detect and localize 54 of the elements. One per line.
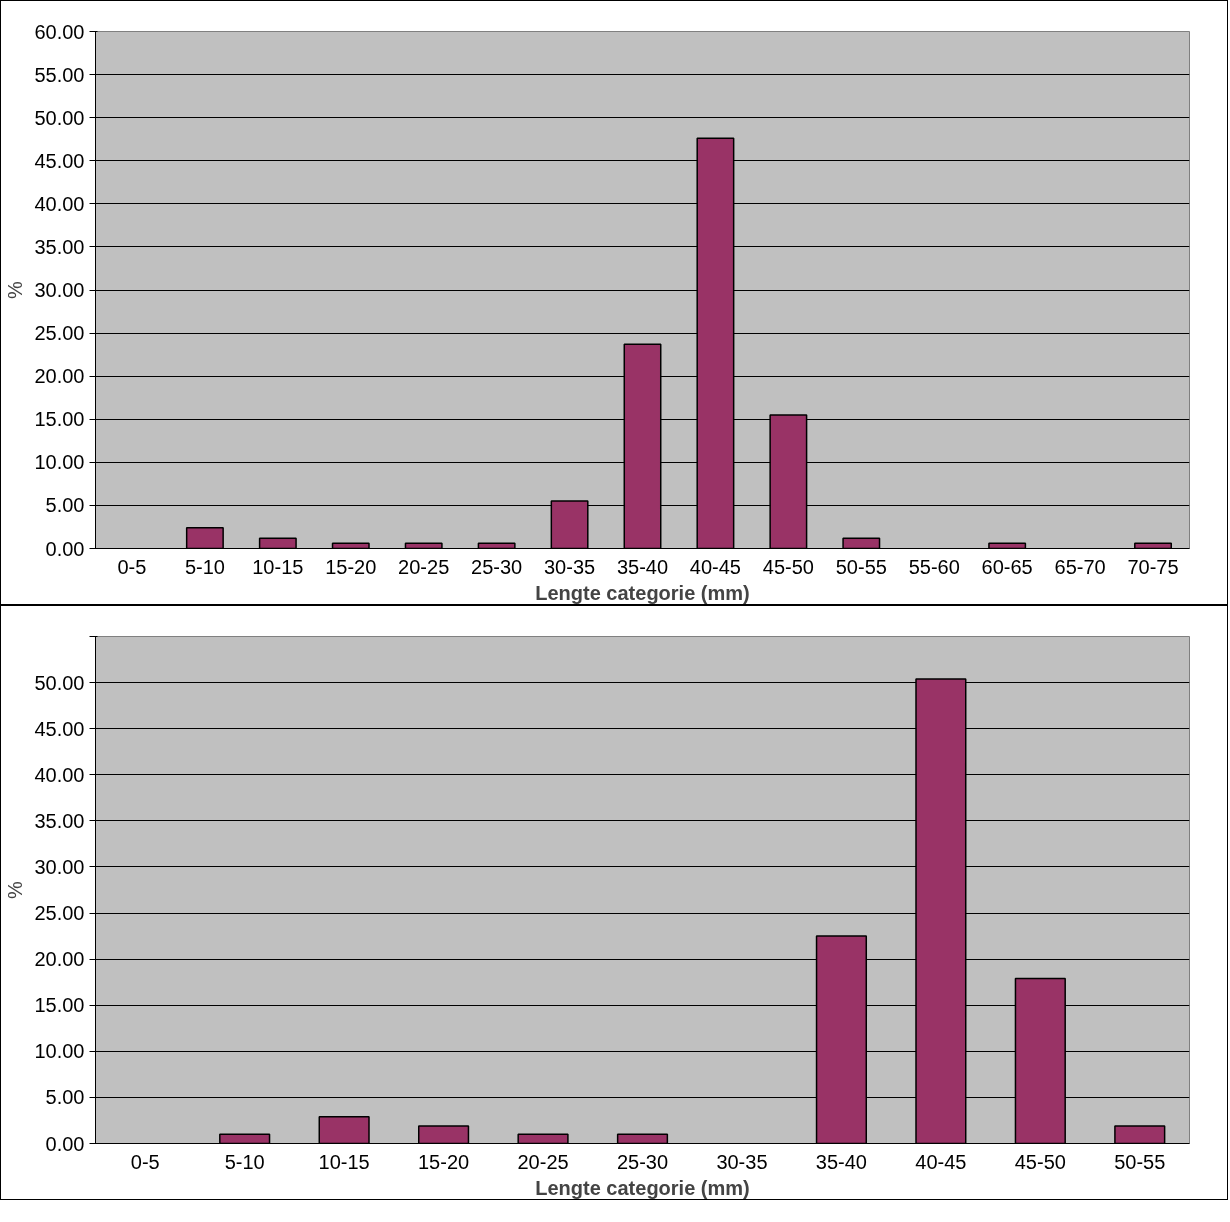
x-tick-label: 45-50 bbox=[1014, 1150, 1066, 1173]
y-tick-label: 25.00 bbox=[34, 322, 85, 345]
y-tick-label: 25.00 bbox=[34, 902, 85, 925]
x-tick-label: 70-75 bbox=[1127, 555, 1179, 578]
x-tick-label: 5-10 bbox=[224, 1150, 265, 1173]
x-tick-label: 35-40 bbox=[616, 555, 669, 578]
y-tick-label: 60.00 bbox=[34, 20, 85, 43]
x-tick-label: 20-25 bbox=[517, 1150, 569, 1173]
y-tick-label: 10.00 bbox=[34, 451, 85, 474]
y-tick-label: 35.00 bbox=[34, 235, 85, 258]
x-tick-label: 25-30 bbox=[471, 555, 523, 578]
y-tick-label: 0.00 bbox=[45, 537, 85, 560]
y-tick-label: 10.00 bbox=[34, 1040, 85, 1063]
y-tick-label: 15.00 bbox=[34, 408, 85, 431]
y-tick-label: 5.00 bbox=[45, 494, 85, 517]
x-tick-label: 45-50 bbox=[762, 555, 814, 578]
y-tick-label: 50.00 bbox=[34, 106, 85, 129]
y-tick-label: 40.00 bbox=[34, 763, 85, 786]
x-tick-label: 10-15 bbox=[318, 1150, 370, 1173]
x-tick-label: 25-30 bbox=[616, 1150, 669, 1173]
y-tick-label: 20.00 bbox=[34, 948, 85, 971]
y-tick-label: 30.00 bbox=[34, 855, 85, 878]
y-tick-label: 35.00 bbox=[34, 809, 85, 832]
y-tick-label: 45.00 bbox=[34, 717, 85, 740]
y-tick-label: 55.00 bbox=[34, 63, 85, 86]
x-axis-title: Lengte categorie (mm) bbox=[535, 1176, 750, 1199]
x-tick-label: 65-70 bbox=[1054, 555, 1106, 578]
y-tick-label: 15.00 bbox=[34, 994, 85, 1017]
x-tick-label: 60-65 bbox=[981, 555, 1033, 578]
x-tick-label: 15-20 bbox=[325, 555, 377, 578]
x-tick-label: 55-60 bbox=[908, 555, 960, 578]
y-tick-label: 0.00 bbox=[45, 1132, 85, 1155]
x-tick-label: 40-45 bbox=[689, 555, 742, 578]
y-axis-title: % bbox=[4, 280, 27, 299]
x-tick-label: 50-55 bbox=[835, 555, 887, 578]
x-tick-label: 15-20 bbox=[418, 1150, 470, 1173]
x-tick-label: 5-10 bbox=[184, 555, 225, 578]
x-tick-label: 0-5 bbox=[117, 555, 147, 578]
x-tick-label: 35-40 bbox=[815, 1150, 867, 1173]
y-tick-label: 5.00 bbox=[45, 1086, 85, 1109]
x-tick-label: 10-15 bbox=[252, 555, 304, 578]
y-tick-label: 20.00 bbox=[34, 365, 85, 388]
x-tick-label: 50-55 bbox=[1114, 1150, 1166, 1173]
x-tick-label: 40-45 bbox=[915, 1150, 967, 1173]
x-tick-label: 0-5 bbox=[130, 1150, 160, 1173]
x-tick-label: 30-35 bbox=[543, 555, 596, 578]
x-tick-label: 20-25 bbox=[398, 555, 450, 578]
y-tick-label: 50.00 bbox=[34, 671, 85, 694]
y-tick-label: 45.00 bbox=[34, 149, 85, 172]
y-tick-label: 30.00 bbox=[34, 279, 85, 301]
x-axis-title: Lengte categorie (mm) bbox=[535, 581, 750, 604]
y-tick-label: 40.00 bbox=[34, 192, 85, 215]
y-axis-title: % bbox=[4, 880, 27, 899]
x-tick-label: 30-35 bbox=[716, 1150, 768, 1173]
